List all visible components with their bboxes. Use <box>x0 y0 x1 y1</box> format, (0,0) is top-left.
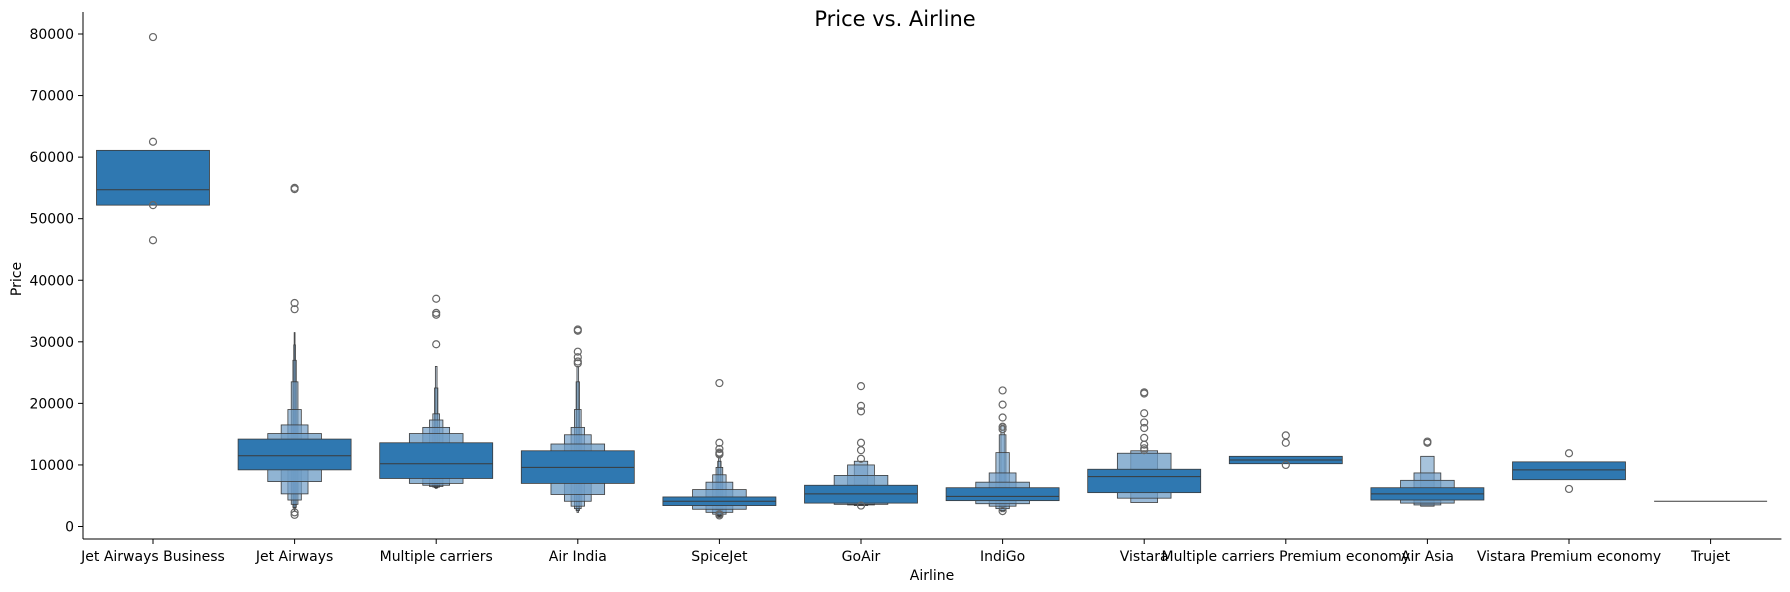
x-axis-label: Airline <box>910 568 955 584</box>
boxen-group-vistara-premium-economy <box>1512 449 1626 494</box>
outlier-point <box>290 508 299 517</box>
outlier-point <box>573 347 582 356</box>
y-tick-label: 0 <box>65 520 74 536</box>
boxen-box <box>945 487 1060 502</box>
outlier-point <box>1564 449 1574 458</box>
outlier-point <box>290 183 299 193</box>
outlier-point <box>715 449 724 458</box>
boxen-group-jet-airways-business <box>96 32 210 245</box>
x-tick-label: IndiGo <box>980 549 1025 565</box>
boxen-box <box>379 442 494 479</box>
plot-area: 0 10000 20000 30000 40000 50000 60000 70000 8000… <box>29 12 1782 565</box>
chart-title: Price vs. Airline <box>814 7 975 31</box>
boxen-group-vistara <box>1087 388 1202 503</box>
outlier-point <box>998 425 1007 434</box>
outlier-point <box>715 511 724 520</box>
outlier-point <box>148 32 158 42</box>
x-tick-label: Jet Airways Business <box>80 549 225 565</box>
outlier-point <box>856 501 866 510</box>
y-tick-label: 70000 <box>29 89 74 105</box>
boxen-group-spicejet <box>662 378 777 520</box>
x-tick-label: Multiple carriers Premium economy <box>1162 549 1411 565</box>
y-tick-label: 20000 <box>29 396 74 412</box>
y-tick-label: 40000 <box>29 273 74 289</box>
x-tick-label: SpiceJet <box>691 549 748 565</box>
x-tick-label: Jet Airways <box>255 549 334 565</box>
x-tick-label: GoAir <box>842 549 881 565</box>
y-axis-label: Price <box>9 262 25 296</box>
outlier-point <box>1140 409 1149 418</box>
outlier-point <box>432 294 441 303</box>
x-tick-label: Trujet <box>1690 549 1731 565</box>
outlier-point <box>148 201 158 210</box>
boxen-box <box>237 438 352 471</box>
outlier-point <box>1564 484 1574 494</box>
outlier-point <box>290 305 299 314</box>
boxen-box <box>1512 461 1626 481</box>
boxen-group-indigo <box>945 386 1060 516</box>
outlier-point <box>715 438 724 447</box>
outlier-point <box>290 298 299 308</box>
outlier-point <box>290 510 299 519</box>
x-tick-label: Multiple carriers <box>380 549 493 565</box>
y-tick-label: 80000 <box>29 27 74 43</box>
boxen-box <box>96 149 210 206</box>
outlier-point <box>432 310 441 319</box>
outlier-point <box>998 400 1007 409</box>
y-tick-label: 30000 <box>29 335 74 351</box>
y-tick-label: 50000 <box>29 212 74 228</box>
outlier-point <box>856 438 866 447</box>
outlier-point <box>856 446 866 455</box>
outlier-point <box>573 353 582 362</box>
boxen-group-goair <box>804 382 918 510</box>
outlier-point <box>1140 433 1149 442</box>
boxen-group-air-asia <box>1370 437 1485 507</box>
outlier-point <box>148 137 158 146</box>
outlier-point <box>432 340 441 349</box>
boxen-group-multiple-carriers-premium-economy <box>1228 431 1343 470</box>
outlier-point <box>573 326 582 335</box>
x-tick-label: Vistara Premium economy <box>1477 549 1661 565</box>
outlier-point <box>148 236 158 245</box>
outlier-point <box>715 378 724 388</box>
y-tick-label: 10000 <box>29 458 74 474</box>
outlier-point <box>1140 418 1149 427</box>
outlier-point <box>998 507 1007 516</box>
outlier-point <box>1281 438 1290 447</box>
outlier-point <box>1140 389 1149 398</box>
outlier-point <box>1423 438 1432 447</box>
boxen-group-jet-airways <box>237 183 352 519</box>
outlier-point <box>1140 423 1149 433</box>
outlier-point <box>1281 431 1290 440</box>
outlier-point <box>998 386 1007 395</box>
x-tick-label: Vistara <box>1120 549 1169 565</box>
outlier-point <box>1140 446 1149 455</box>
outlier-point <box>856 407 866 416</box>
outlier-point <box>573 359 582 368</box>
x-tick-label: Air India <box>549 549 607 565</box>
boxen-group-air-india <box>520 325 635 513</box>
outlier-point <box>856 454 866 463</box>
outlier-point <box>856 401 866 410</box>
outlier-point <box>998 422 1007 431</box>
x-tick-label: Air Asia <box>1401 549 1454 565</box>
outlier-point <box>1281 460 1290 470</box>
outlier-point <box>715 444 724 454</box>
outlier-point <box>1140 440 1149 449</box>
outlier-point <box>856 382 866 391</box>
boxen-group-multiple-carriers <box>379 294 494 489</box>
boxen-box <box>1087 468 1202 494</box>
outlier-point <box>998 413 1007 422</box>
y-tick-label: 60000 <box>29 150 74 166</box>
